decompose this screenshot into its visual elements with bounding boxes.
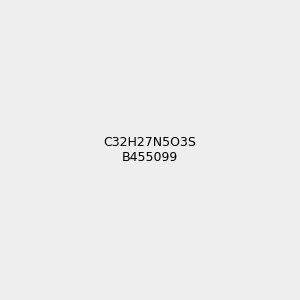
- Text: C32H27N5O3S
B455099: C32H27N5O3S B455099: [103, 136, 196, 164]
